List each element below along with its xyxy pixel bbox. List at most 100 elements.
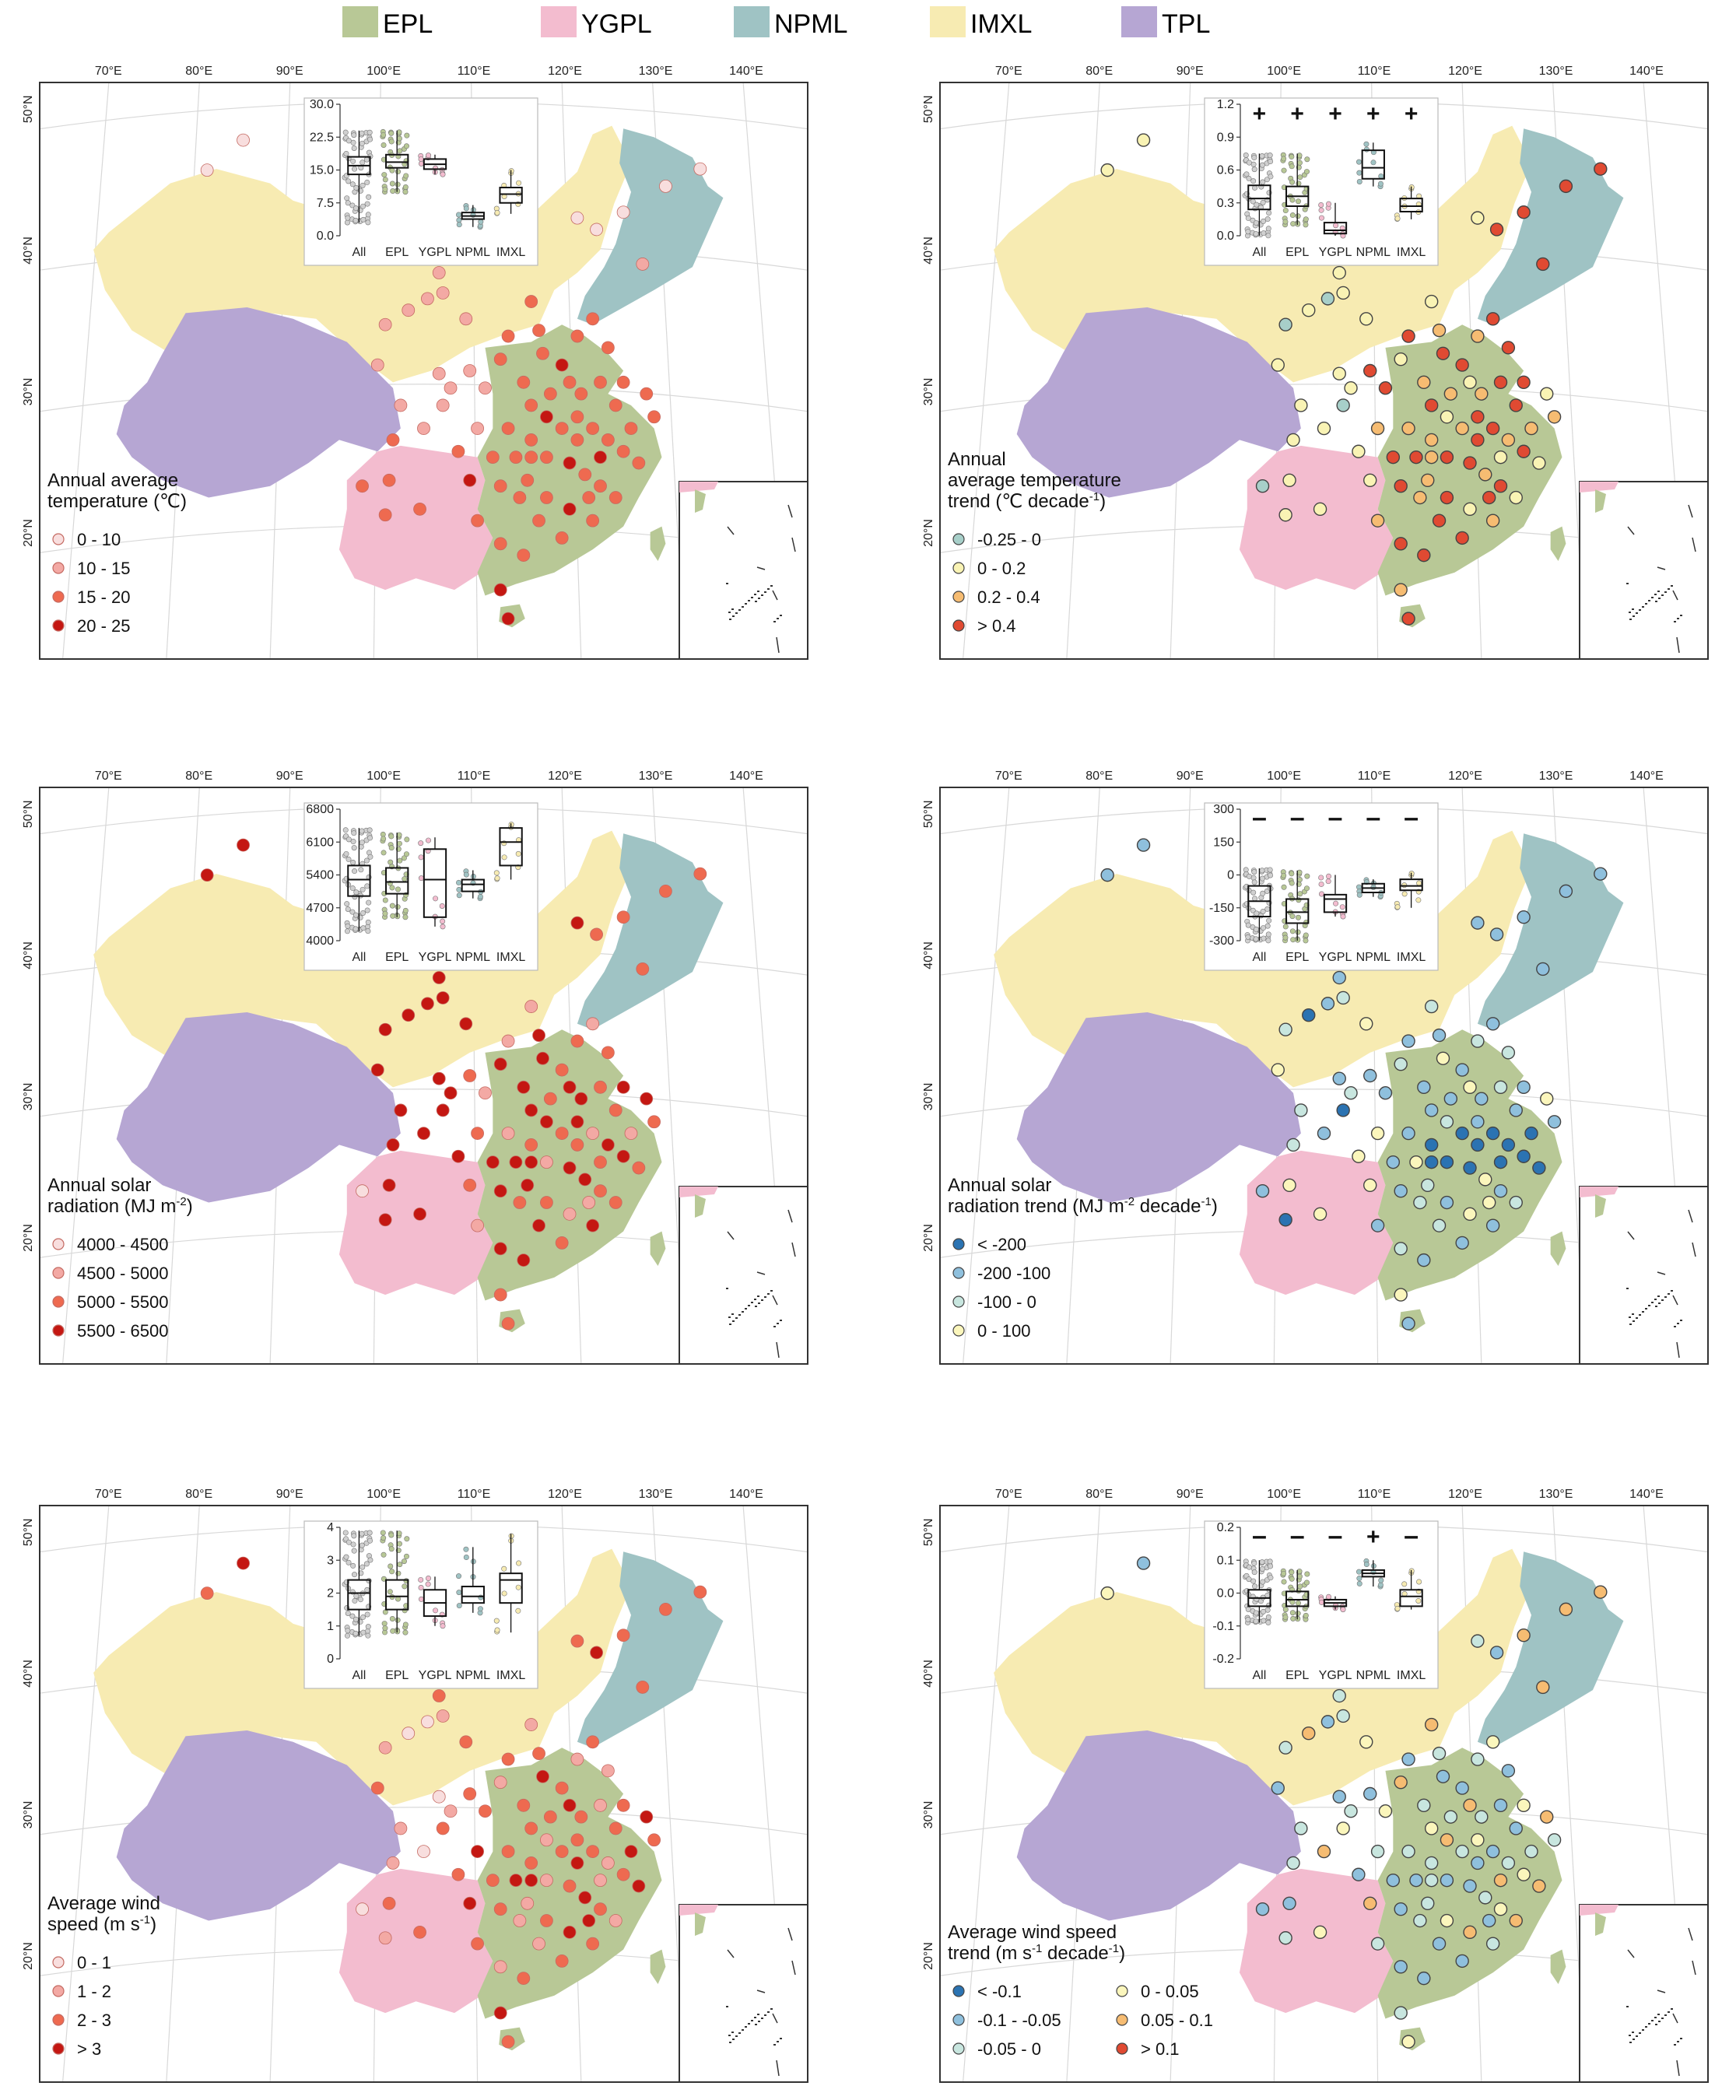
station-point <box>532 324 545 338</box>
legend-class-marker <box>52 1267 65 1279</box>
jitter-point <box>353 184 359 191</box>
station-point <box>1332 1790 1346 1804</box>
inset-land <box>679 482 718 493</box>
region-tpl <box>116 307 401 498</box>
inset-frame <box>679 1904 808 2082</box>
dash-segment <box>791 1242 796 1257</box>
jitter-point <box>344 1632 350 1639</box>
jitter-point <box>1356 179 1362 185</box>
dash-segment <box>727 526 735 535</box>
station-point <box>693 162 707 176</box>
station-point <box>555 1781 569 1795</box>
jitter-point <box>1289 928 1296 934</box>
island-dot <box>1680 1320 1682 1321</box>
station-point <box>1363 1068 1377 1083</box>
lon-tick-label: 140°E <box>729 770 763 783</box>
dash-segment <box>1657 1271 1666 1275</box>
south-china-sea-inset <box>679 481 808 659</box>
inset-x-tick-label: EPL <box>1285 1669 1309 1682</box>
jitter-point <box>1268 872 1274 878</box>
island-dot <box>780 1320 782 1321</box>
jitter-point <box>1282 1614 1289 1621</box>
station-point <box>524 295 538 308</box>
station-point <box>1440 1833 1454 1847</box>
jitter-point <box>352 1630 359 1636</box>
island-dot <box>1664 2014 1667 2016</box>
jitter-point <box>345 906 351 913</box>
map-panel-wind: 70°E 80°E 90°E 100°E 110°E 120°E 130°E 140°E 50°… <box>22 1488 808 2083</box>
dash-segment <box>772 590 778 601</box>
station-point <box>1482 1913 1496 1928</box>
station-point <box>451 444 465 458</box>
legend-class: -200 -100 <box>952 1264 1050 1283</box>
station-point <box>555 1236 569 1250</box>
station-point <box>1332 970 1346 985</box>
jitter-point <box>463 871 469 878</box>
jitter-point <box>1296 198 1302 205</box>
station-point <box>1559 1602 1573 1617</box>
island-dot <box>754 594 756 595</box>
station-point <box>1443 387 1458 401</box>
legend-class: 4000 - 4500 <box>52 1235 168 1254</box>
region-ygpl <box>338 1868 493 2014</box>
station-point <box>1501 1856 1516 1870</box>
jitter-point <box>367 136 374 142</box>
lon-tick-label: 100°E <box>366 770 401 783</box>
station-point <box>1336 1709 1350 1723</box>
inset-land <box>679 1187 718 1197</box>
station-point <box>394 398 408 412</box>
lon-tick-label: 130°E <box>639 1488 673 1501</box>
jitter-point <box>366 899 372 906</box>
station-point <box>459 312 473 326</box>
station-point <box>601 1764 615 1778</box>
jitter-point <box>359 1530 365 1537</box>
station-point <box>1475 387 1489 401</box>
islands <box>726 583 782 622</box>
station-point <box>1313 502 1327 517</box>
jitter-point <box>390 913 396 919</box>
dash-segment <box>1692 1242 1696 1257</box>
nine-dash-line <box>1627 1927 1696 2077</box>
station-point <box>1517 1798 1531 1813</box>
island-dot <box>770 1290 773 1292</box>
station-point <box>471 1937 484 1951</box>
jitter-point <box>433 896 439 902</box>
island-dot <box>777 2041 779 2042</box>
legend-class-label: 0.05 - 0.1 <box>1141 2011 1213 2030</box>
station-point <box>563 375 577 389</box>
box-all: All <box>342 129 374 259</box>
jitter-point <box>1246 1564 1252 1570</box>
jitter-point <box>1253 936 1259 942</box>
jitter-point <box>367 854 374 860</box>
box-body <box>1285 898 1310 924</box>
jitter-point <box>1318 207 1324 213</box>
station-point <box>540 451 553 465</box>
jitter-point <box>364 883 370 889</box>
box-all: All – <box>1242 1521 1274 1682</box>
island-dot <box>748 2023 750 2025</box>
panel-legend-title: average temperature <box>948 470 1121 491</box>
station-point <box>493 1057 507 1071</box>
station-point <box>608 398 623 412</box>
station-point <box>1401 1316 1415 1330</box>
station-point <box>1524 421 1538 436</box>
jitter-point <box>382 177 388 183</box>
box-body <box>461 878 485 892</box>
island-dot <box>1658 1302 1661 1304</box>
island-dot <box>729 619 731 620</box>
station-point <box>1463 1080 1477 1095</box>
island-dot <box>751 2020 753 2021</box>
legend-swatch <box>541 6 577 37</box>
inset-y-tick-label: 0.0 <box>317 230 334 243</box>
region-npml <box>1477 128 1624 325</box>
lat-tick-label: 40°N <box>22 1660 35 1688</box>
lat-tick-label: 50°N <box>22 95 35 123</box>
station-point <box>1413 1195 1427 1210</box>
island-dot <box>1632 1313 1634 1315</box>
station-point <box>647 410 661 424</box>
jitter-point <box>352 1572 358 1578</box>
box-ygpl: YGPL – <box>1318 803 1352 964</box>
station-point <box>509 1874 523 1888</box>
station-point <box>1517 1149 1531 1163</box>
station-point <box>1463 1207 1477 1222</box>
